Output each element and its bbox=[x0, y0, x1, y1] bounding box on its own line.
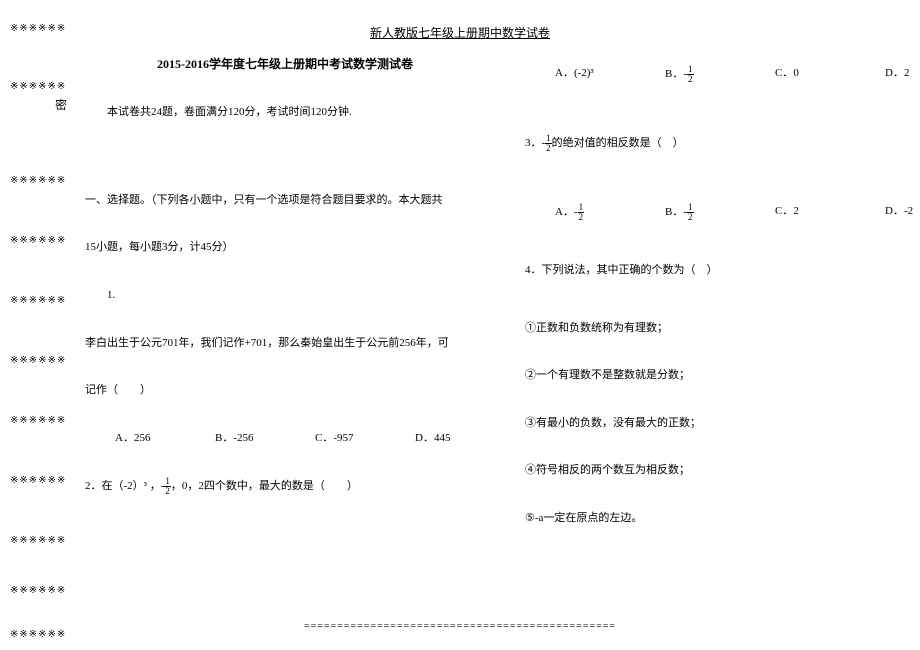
document-header: 新人教版七年级上册期中数学试卷 bbox=[370, 24, 550, 41]
q3-option-a: A．-12 bbox=[555, 203, 625, 222]
q3-options: A．-12 B．-12 C．2 D．-2 bbox=[525, 203, 920, 222]
seal-char-mi: 密 bbox=[55, 96, 67, 113]
q4-body: 4．下列说法，其中正确的个数为（ ） bbox=[525, 262, 920, 280]
q4-statement-5: ⑤-a一定在原点的左边。 bbox=[525, 510, 920, 528]
q3a-fraction: 12 bbox=[578, 203, 585, 222]
q2-options: A．(-2)³ B．-12 C．0 D．2 bbox=[525, 65, 920, 84]
q2-option-c: C．0 bbox=[775, 65, 845, 84]
q1-options: A．256 B．-256 C．-957 D．445 bbox=[85, 430, 485, 448]
exam-info: 本试卷共24题，卷面满分120分，考试时间120分钟. bbox=[85, 104, 485, 122]
margin-stars-10: ※※※※※※ bbox=[10, 586, 66, 596]
left-column: 2015-2016学年度七年级上册期中考试数学测试卷 本试卷共24题，卷面满分1… bbox=[85, 55, 485, 615]
exam-title: 2015-2016学年度七年级上册期中考试数学测试卷 bbox=[85, 55, 485, 74]
q2-pre: 2．在（-2）³ ，- bbox=[85, 480, 164, 492]
section-heading-line2: 15小题，每小题3分，计45分） bbox=[85, 239, 485, 257]
q4-statement-1: ①正数和负数统称为有理数； bbox=[525, 320, 920, 338]
margin-stars-11: ※※※※※※ bbox=[10, 630, 66, 640]
q3-option-c: C．2 bbox=[775, 203, 845, 222]
q3-post: 的绝对值的相反数是（ ） bbox=[552, 137, 684, 149]
q3-body: 3．-12的绝对值的相反数是（ ） bbox=[525, 134, 920, 153]
bottom-divider: ========================================… bbox=[304, 621, 616, 632]
q2-option-a: A．(-2)³ bbox=[555, 65, 625, 84]
q4-statement-4: ④符号相反的两个数互为相反数； bbox=[525, 462, 920, 480]
q3-pre: 3．- bbox=[525, 137, 545, 149]
q1-body-line2: 记作（ ） bbox=[85, 382, 485, 400]
q1-number: 1. bbox=[85, 287, 485, 305]
q1-option-d: D．445 bbox=[415, 430, 485, 448]
right-column: A．(-2)³ B．-12 C．0 D．2 3．-12的绝对值的相反数是（ ） … bbox=[525, 55, 920, 615]
margin-stars-6: ※※※※※※ bbox=[10, 356, 66, 366]
margin-stars-1: ※※※※※※ bbox=[10, 24, 66, 34]
q1-option-a: A．256 bbox=[115, 430, 185, 448]
margin-stars-5: ※※※※※※ bbox=[10, 296, 66, 306]
q4-statement-2: ②一个有理数不是整数就是分数； bbox=[525, 367, 920, 385]
q4-statement-3: ③有最小的负数，没有最大的正数； bbox=[525, 415, 920, 433]
content-area: 2015-2016学年度七年级上册期中考试数学测试卷 本试卷共24题，卷面满分1… bbox=[85, 55, 900, 615]
q2-body: 2．在（-2）³ ，-12，0，2四个数中，最大的数是（ ） bbox=[85, 477, 485, 496]
margin-stars-9: ※※※※※※ bbox=[10, 536, 66, 546]
q2b-fraction: 12 bbox=[687, 65, 694, 84]
margin-stars-8: ※※※※※※ bbox=[10, 476, 66, 486]
q3-option-b: B．-12 bbox=[665, 203, 735, 222]
margin-stars-3: ※※※※※※ bbox=[10, 176, 66, 186]
margin-stars-4: ※※※※※※ bbox=[10, 236, 66, 246]
q3b-fraction: 12 bbox=[687, 203, 694, 222]
q3-option-d: D．-2 bbox=[885, 203, 920, 222]
q1-option-b: B．-256 bbox=[215, 430, 285, 448]
q2-option-b: B．-12 bbox=[665, 65, 735, 84]
margin-stars-7: ※※※※※※ bbox=[10, 416, 66, 426]
section-heading-line1: 一、选择题。（下列各小题中，只有一个选项是符合题目要求的。本大题共 bbox=[85, 192, 485, 210]
q2-option-d: D．2 bbox=[885, 65, 920, 84]
margin-stars-2: ※※※※※※ bbox=[10, 82, 66, 92]
q2-post: ，0，2四个数中，最大的数是（ ） bbox=[171, 480, 358, 492]
q1-option-c: C．-957 bbox=[315, 430, 385, 448]
q1-body-line1: 李白出生于公元701年，我们记作+701，那么秦始皇出生于公元前256年，可 bbox=[85, 335, 485, 353]
